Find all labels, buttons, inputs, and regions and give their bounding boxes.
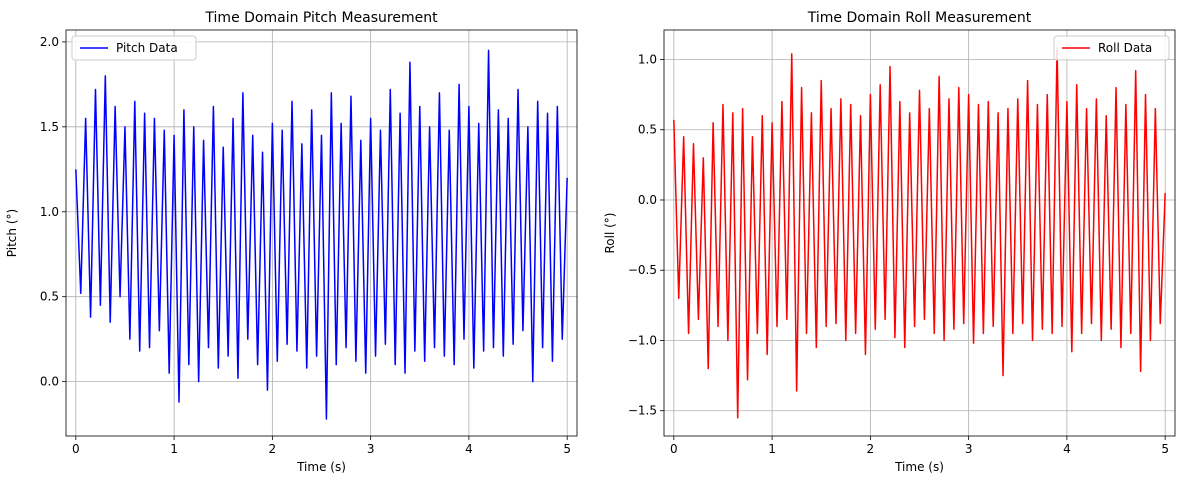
axes-frame: [663, 29, 1176, 437]
x-tick-label: 5: [563, 442, 571, 456]
x-tick-label: 2: [269, 442, 277, 456]
data-line: [75, 49, 568, 420]
legend: Roll Data: [1053, 35, 1170, 61]
legend-box: [1053, 35, 1170, 61]
y-axis-label: Roll (°): [603, 213, 617, 254]
y-tick-label: 0.0: [638, 193, 657, 207]
x-axis-label: Time (s): [296, 460, 346, 474]
y-tick-label: −1.0: [628, 333, 657, 347]
x-tick-label: 0: [72, 442, 80, 456]
chart-title: Time Domain Roll Measurement: [807, 10, 1032, 26]
x-tick-label: 3: [367, 442, 375, 456]
x-tick-label: 1: [768, 442, 776, 456]
y-tick-label: −1.5: [628, 404, 657, 418]
legend: Pitch Data: [71, 35, 197, 61]
x-tick-label: 2: [867, 442, 875, 456]
y-tick-label: 2.0: [40, 35, 59, 49]
y-tick-label: 1.0: [638, 53, 657, 67]
x-tick-label: 5: [1161, 442, 1169, 456]
legend-label: Roll Data: [1098, 41, 1152, 55]
data-line: [673, 47, 1166, 419]
legend-box: [71, 35, 197, 61]
x-tick-label: 4: [1063, 442, 1071, 456]
y-axis-label: Pitch (°): [5, 209, 19, 257]
roll-chart: 0 1 2 3 4 5 −1.5 −1.0 −0.5 0.0 0.5 1.0 Time Domain R…: [603, 10, 1176, 474]
x-axis-label: Time (s): [894, 460, 944, 474]
x-tick-label: 1: [170, 442, 178, 456]
axes-frame: [65, 29, 578, 437]
y-tick-label: 0.5: [638, 123, 657, 137]
x-tick-label: 4: [465, 442, 473, 456]
legend-label: Pitch Data: [116, 41, 178, 55]
x-tick-label: 3: [965, 442, 973, 456]
y-tick-label: 1.0: [40, 205, 59, 219]
chart-title: Time Domain Pitch Measurement: [204, 10, 438, 26]
y-tick-label: 0.5: [40, 290, 59, 304]
pitch-chart: 0 1 2 3 4 5 0.0 0.5 1.0 1.5 2.0 Time Domain Pitch M…: [5, 10, 578, 474]
y-tick-label: −0.5: [628, 263, 657, 277]
x-tick-label: 0: [670, 442, 678, 456]
y-tick-label: 1.5: [40, 120, 59, 134]
y-tick-label: 0.0: [40, 375, 59, 389]
